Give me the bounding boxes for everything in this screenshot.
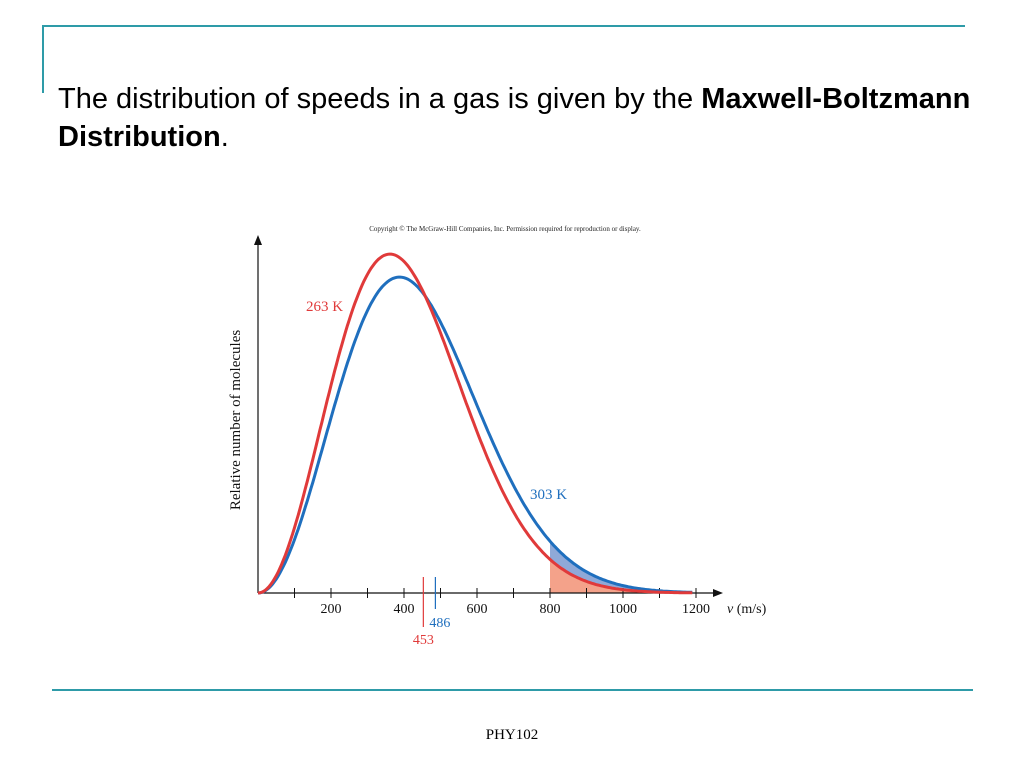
y-axis-arrow <box>254 235 262 245</box>
curve-263k <box>257 252 693 595</box>
x-tick-label-1200: 1200 <box>682 602 710 617</box>
x-tick-label-800: 800 <box>540 602 561 617</box>
mean-label-303k: 486 <box>429 616 450 631</box>
top-rule <box>42 25 965 27</box>
x-axis-var: v <box>727 602 734 617</box>
page-title: The distribution of speeds in a gas is g… <box>58 80 978 156</box>
x-tick-label-200: 200 <box>321 602 342 617</box>
x-tick-label-400: 400 <box>394 602 415 617</box>
chart: 200 400 600 800 1000 1200 486 453 263 K 303 K Rela… <box>215 215 795 660</box>
title-bold-term: Maxwell-Boltzmann Distribution <box>58 83 971 153</box>
curve-303k <box>257 275 693 595</box>
bottom-rule <box>52 689 973 691</box>
mean-label-263k: 453 <box>413 633 434 648</box>
x-tick-label-1000: 1000 <box>609 602 637 617</box>
tail-fill-263k <box>550 559 693 593</box>
x-axis-label: v (m/s) <box>727 602 767 617</box>
title-text: The distribution of speeds in a gas is g… <box>58 83 702 115</box>
x-axis-arrow <box>713 589 723 597</box>
maxwell-boltzmann-chart: 200 400 600 800 1000 1200 486 453 263 K 303 K Rela… <box>228 225 767 648</box>
title-period: . <box>220 121 229 153</box>
left-rule <box>42 25 44 93</box>
copyright-notice: Copyright © The McGraw-Hill Companies, I… <box>369 225 641 233</box>
x-tick-label-600: 600 <box>467 602 488 617</box>
footer-label: PHY102 <box>485 727 539 743</box>
y-axis-label: Relative number of molecules <box>228 330 244 511</box>
series-label-263k: 263 K <box>306 299 343 315</box>
x-axis-unit: (m/s) <box>733 602 766 617</box>
series-label-303k: 303 K <box>530 487 567 503</box>
